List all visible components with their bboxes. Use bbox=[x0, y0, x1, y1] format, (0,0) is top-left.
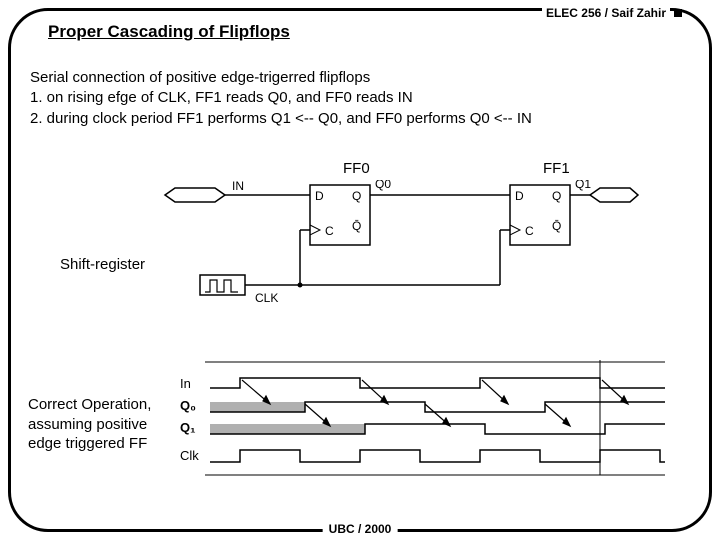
ff1-c: C bbox=[525, 224, 534, 238]
time-100: 100 bbox=[610, 360, 630, 363]
course-header: ELEC 256 / Saif Zahir bbox=[542, 6, 670, 20]
ff0-label: FF0 bbox=[343, 160, 370, 177]
ff0-d: D bbox=[315, 189, 324, 203]
q0-label: Q0 bbox=[375, 180, 391, 191]
ff1-qbar: Q̄ bbox=[552, 219, 561, 233]
body-line2: 1. on rising efge of CLK, FF1 reads Q0, … bbox=[30, 88, 690, 108]
tl-q0: Q₀ bbox=[180, 398, 196, 413]
ff1-d: D bbox=[515, 189, 524, 203]
in-label: IN bbox=[232, 180, 244, 193]
q1-label: Q1 bbox=[575, 180, 591, 191]
body-line1: Serial connection of positive edge-trige… bbox=[30, 68, 690, 88]
timing-diagram: 100 In Q₀ Q₁ Clk bbox=[180, 360, 680, 480]
ff0-q: Q bbox=[352, 189, 361, 203]
slide-title: Proper Cascading of Flipflops bbox=[48, 22, 290, 42]
clk-label: CLK bbox=[255, 291, 278, 305]
ff0-c: C bbox=[325, 224, 334, 238]
circuit-diagram: IN D Q Q̄ C Q0 D Q Q̄ C Q1 CLK bbox=[160, 180, 640, 310]
ff1-q: Q bbox=[552, 189, 561, 203]
tl-in: In bbox=[180, 376, 191, 391]
ff0-qbar: Q̄ bbox=[352, 219, 361, 233]
body-text: Serial connection of positive edge-trige… bbox=[30, 68, 690, 129]
correct-operation-label: Correct Operation, assuming positive edg… bbox=[28, 395, 168, 454]
header-marker bbox=[674, 9, 682, 17]
tl-clk: Clk bbox=[180, 448, 199, 463]
tl-q1: Q₁ bbox=[180, 420, 196, 435]
shift-register-label: Shift-register bbox=[60, 256, 145, 273]
footer: UBC / 2000 bbox=[323, 522, 398, 536]
body-line3: 2. during clock period FF1 performs Q1 <… bbox=[30, 109, 690, 129]
ff1-label: FF1 bbox=[543, 160, 570, 177]
